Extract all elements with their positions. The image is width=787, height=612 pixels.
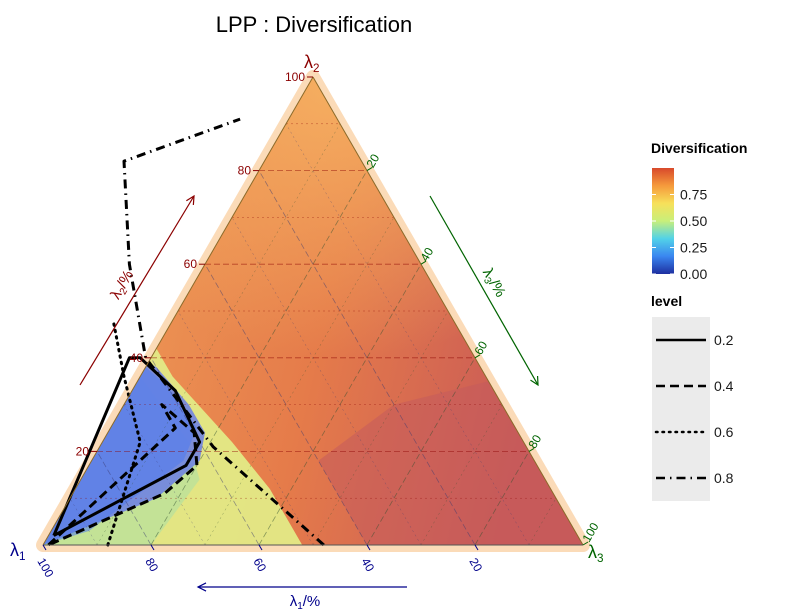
legend-level-label: 0.6 xyxy=(714,424,734,440)
lambda2-tick-label: 20 xyxy=(76,444,90,458)
lambda1-tick-label: 100 xyxy=(34,556,56,581)
lambda3-tick xyxy=(528,447,535,452)
grid-lambda1-line xyxy=(177,310,314,546)
grid-lambda3-line xyxy=(528,498,557,546)
lambda1-tick xyxy=(258,544,263,551)
lambda3-tick-label: 20 xyxy=(363,151,382,170)
contour-level-0.6 xyxy=(106,318,142,547)
grid-lambda1-line xyxy=(231,217,422,546)
colorbar-tick-label: 0.75 xyxy=(680,187,707,203)
legend-level-label: 0.4 xyxy=(714,378,734,394)
legend-level-title: level xyxy=(651,293,682,309)
lambda1-tick xyxy=(366,544,371,551)
grid-lambda3-line xyxy=(366,357,476,546)
legend-fill-title: Diversification xyxy=(651,140,747,156)
lambda2-tick-label: 80 xyxy=(238,164,252,178)
lambda2-tick-label: 100 xyxy=(285,70,305,84)
lambda1-direction-arrow-head xyxy=(196,582,207,592)
colorbar xyxy=(652,168,674,274)
lambda3-tick xyxy=(582,541,589,546)
vertex-label-lambda1: λ1 xyxy=(10,540,26,563)
legend-level-label: 0.8 xyxy=(714,470,734,486)
lambda3-tick xyxy=(474,354,481,359)
lambda3-direction-arrow-head xyxy=(530,375,539,387)
grid-lines xyxy=(69,123,557,546)
grid-lambda3-line xyxy=(96,123,341,546)
legend: Diversification 0.75 0.50 0.25 0.00 level 0.2 0… xyxy=(651,140,747,501)
grid-lambda3-line xyxy=(204,217,395,546)
grid-lambda1-line xyxy=(285,123,530,546)
lambda3-tick xyxy=(366,167,373,172)
lambda1-tick-label: 80 xyxy=(142,556,161,575)
contour-level-0.2 xyxy=(52,356,202,537)
heat-high-region xyxy=(318,381,583,545)
colorbar-tick-label: 0.00 xyxy=(680,266,707,282)
grid-lambda1-line xyxy=(204,264,368,546)
contour-lines xyxy=(47,117,325,547)
lambda3-axis-label: λ3/% xyxy=(477,265,509,301)
lambda1-axis-label: λ1/% xyxy=(290,593,321,612)
lambda3-tick-label: 40 xyxy=(417,245,436,264)
lambda2-direction-arrow xyxy=(79,195,195,386)
chart-title: LPP : Diversification xyxy=(216,12,412,37)
legend-level-label: 0.2 xyxy=(714,332,734,348)
grid-lambda1-line xyxy=(69,498,98,546)
lambda2-tick-label: 60 xyxy=(184,257,198,271)
lambda3-tick xyxy=(420,260,427,265)
vertex-label-lambda3: λ3 xyxy=(588,542,604,565)
lambda1-tick-label: 60 xyxy=(250,556,269,575)
lambda1-tick xyxy=(474,544,479,551)
lambda2-direction-arrow-head xyxy=(186,194,195,206)
left-axis-line xyxy=(42,76,314,546)
grid-lambda1-line xyxy=(150,357,260,546)
colorbar-tick-label: 0.25 xyxy=(680,240,707,256)
grid-lambda3-line xyxy=(312,310,449,546)
grid-lambda3-line xyxy=(420,404,503,546)
lambda1-tick xyxy=(150,544,155,551)
lambda3-tick-label: 60 xyxy=(471,338,490,357)
lambda1-tick-label: 20 xyxy=(466,556,485,575)
vertex-label-lambda2: λ2 xyxy=(304,52,320,75)
lambda1-tick-label: 40 xyxy=(358,556,377,575)
colorbar-tick-label: 0.50 xyxy=(680,213,707,229)
lambda3-tick-label: 80 xyxy=(525,432,544,451)
lambda1-tick xyxy=(42,544,47,551)
right-axis-line xyxy=(312,76,584,546)
lambda3-direction-arrow xyxy=(429,195,539,386)
lambda2-tick-label: 40 xyxy=(130,351,144,365)
contour-level-0.4 xyxy=(47,403,199,547)
grid-lambda3-line xyxy=(474,451,530,546)
contour-level-0.8 xyxy=(122,117,325,547)
